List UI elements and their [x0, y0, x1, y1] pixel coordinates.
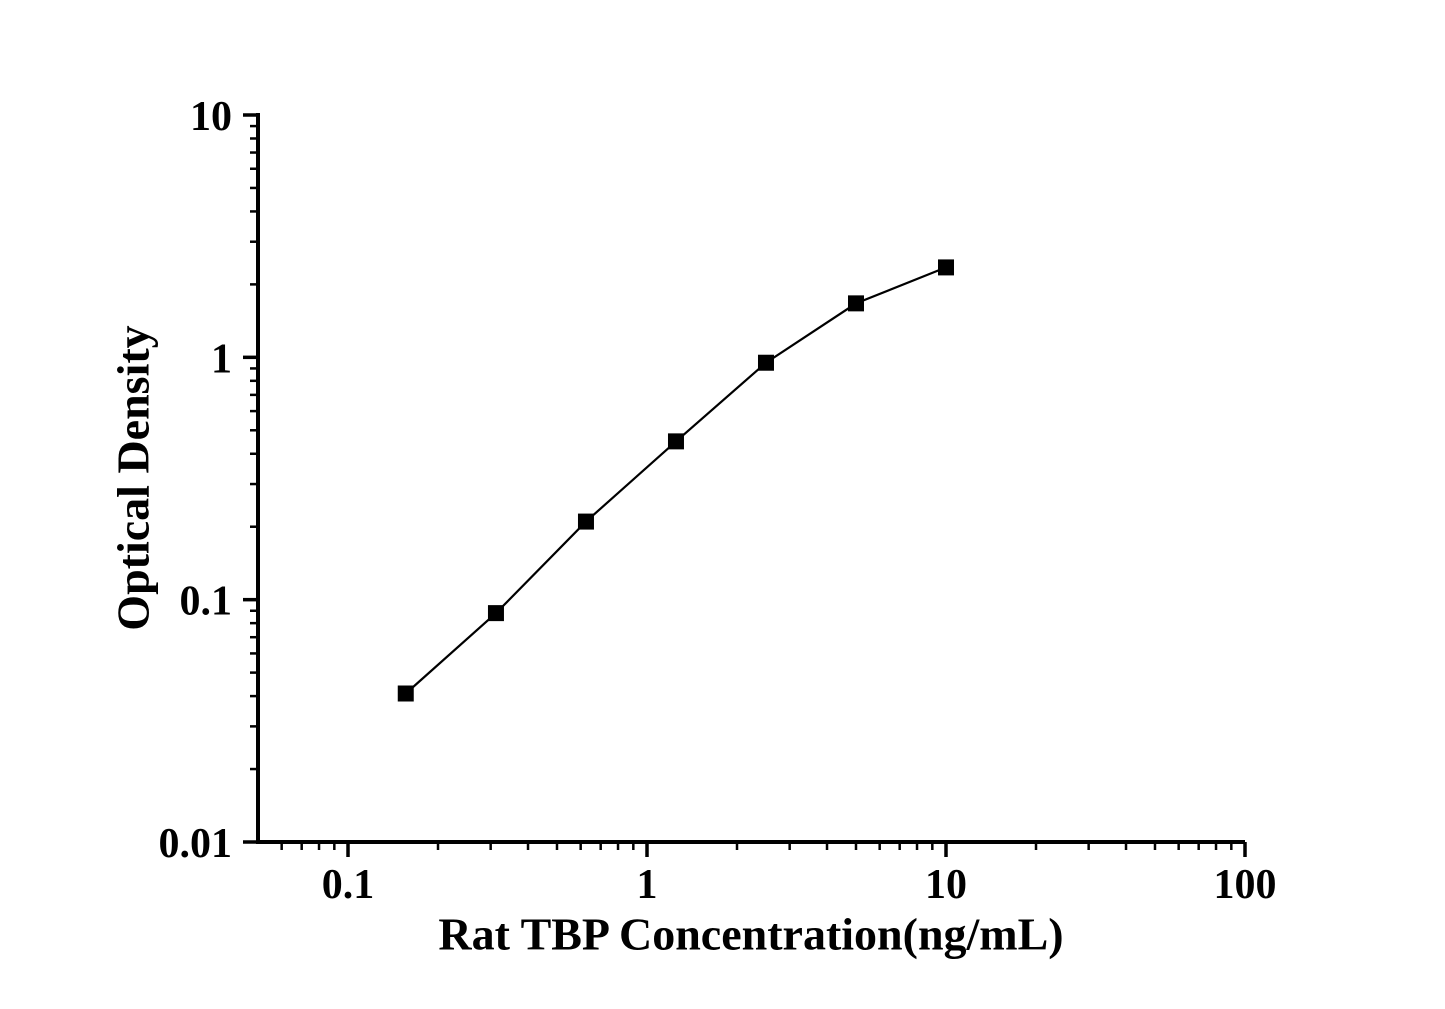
data-point-marker: [938, 259, 955, 276]
y-axis-title: Optical Density: [107, 325, 159, 631]
data-point-marker: [397, 685, 414, 702]
x-tick-label: 1: [637, 862, 658, 908]
y-tick-label: 0.1: [180, 579, 233, 625]
data-point-marker: [667, 433, 684, 450]
x-tick-label: 100: [1214, 862, 1277, 908]
x-axis-title: Rat TBP Concentration(ng/mL): [438, 908, 1064, 960]
data-point-marker: [577, 513, 594, 530]
x-tick-label: 10: [925, 862, 967, 908]
curve-line: [405, 266, 947, 695]
data-point-marker: [757, 354, 774, 371]
y-tick-label: 10: [190, 94, 232, 140]
y-tick-label: 1: [211, 336, 232, 382]
x-tick-label: 0.1: [322, 862, 375, 908]
data-point-marker: [847, 295, 864, 312]
data-point-marker: [487, 605, 504, 622]
y-tick-label: 0.01: [159, 821, 233, 867]
